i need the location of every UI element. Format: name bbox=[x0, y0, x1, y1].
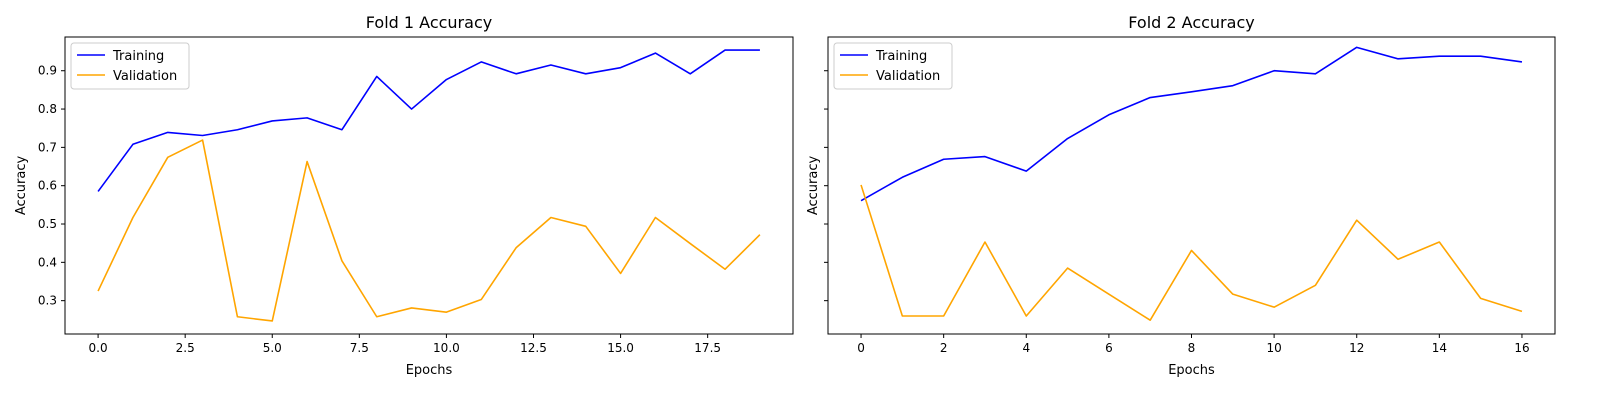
x-tick-label: 7.5 bbox=[350, 341, 369, 355]
legend: Training Validation bbox=[70, 42, 190, 90]
series-line-validation bbox=[97, 139, 761, 322]
x-tick-label: 5.0 bbox=[263, 341, 282, 355]
y-tick-label: 0.7 bbox=[38, 140, 57, 154]
x-axis-label: Epochs bbox=[1168, 363, 1215, 378]
legend-label-training: Training bbox=[875, 49, 927, 64]
x-tick-label: 16 bbox=[1514, 341, 1529, 355]
x-tick-label: 4 bbox=[1022, 341, 1030, 355]
legend-label-validation: Validation bbox=[876, 69, 940, 84]
legend: Training Validation bbox=[833, 42, 953, 90]
x-axis-label: Epochs bbox=[406, 363, 453, 378]
x-tick-label: 8 bbox=[1188, 341, 1196, 355]
x-tick-label: 0 bbox=[857, 341, 865, 355]
chart-2: Fold 2 Accuracy 0 2 4 6 8 10 12 14 16 Epochs Accura… bbox=[806, 13, 1556, 378]
y-axis-label: Accuracy bbox=[806, 156, 821, 216]
legend-label-validation: Validation bbox=[113, 69, 177, 84]
series-line-validation bbox=[860, 184, 1523, 322]
x-tick-label: 14 bbox=[1432, 341, 1447, 355]
x-tick-label: 12 bbox=[1349, 341, 1364, 355]
series-line-training bbox=[860, 46, 1523, 202]
y-axis-label: Accuracy bbox=[14, 156, 29, 216]
x-tick-label: 15.0 bbox=[607, 341, 634, 355]
series-line-training bbox=[97, 49, 760, 192]
y-tick-label: 0.9 bbox=[38, 64, 57, 78]
legend-label-training: Training bbox=[112, 49, 164, 64]
x-tick-label: 17.5 bbox=[694, 341, 721, 355]
x-tick-label: 10.0 bbox=[433, 341, 460, 355]
y-tick-label: 0.6 bbox=[38, 179, 57, 193]
y-tick-label: 0.8 bbox=[38, 102, 57, 116]
x-tick-label: 12.5 bbox=[520, 341, 547, 355]
x-tick-label: 2.5 bbox=[176, 341, 195, 355]
x-tick-label: 6 bbox=[1105, 341, 1113, 355]
chart-title: Fold 2 Accuracy bbox=[1128, 13, 1254, 32]
chart-1: Fold 1 Accuracy 0.0 2.5 5.0 7.5 10.0 12.5 15.0 1… bbox=[14, 13, 794, 378]
x-tick-label: 10 bbox=[1266, 341, 1281, 355]
chart-title: Fold 1 Accuracy bbox=[366, 13, 492, 32]
x-tick-label: 0.0 bbox=[89, 341, 108, 355]
x-tick-label: 2 bbox=[940, 341, 948, 355]
y-tick-label: 0.4 bbox=[38, 255, 57, 269]
y-tick-label: 0.5 bbox=[38, 217, 57, 231]
y-tick-label: 0.3 bbox=[38, 294, 57, 308]
